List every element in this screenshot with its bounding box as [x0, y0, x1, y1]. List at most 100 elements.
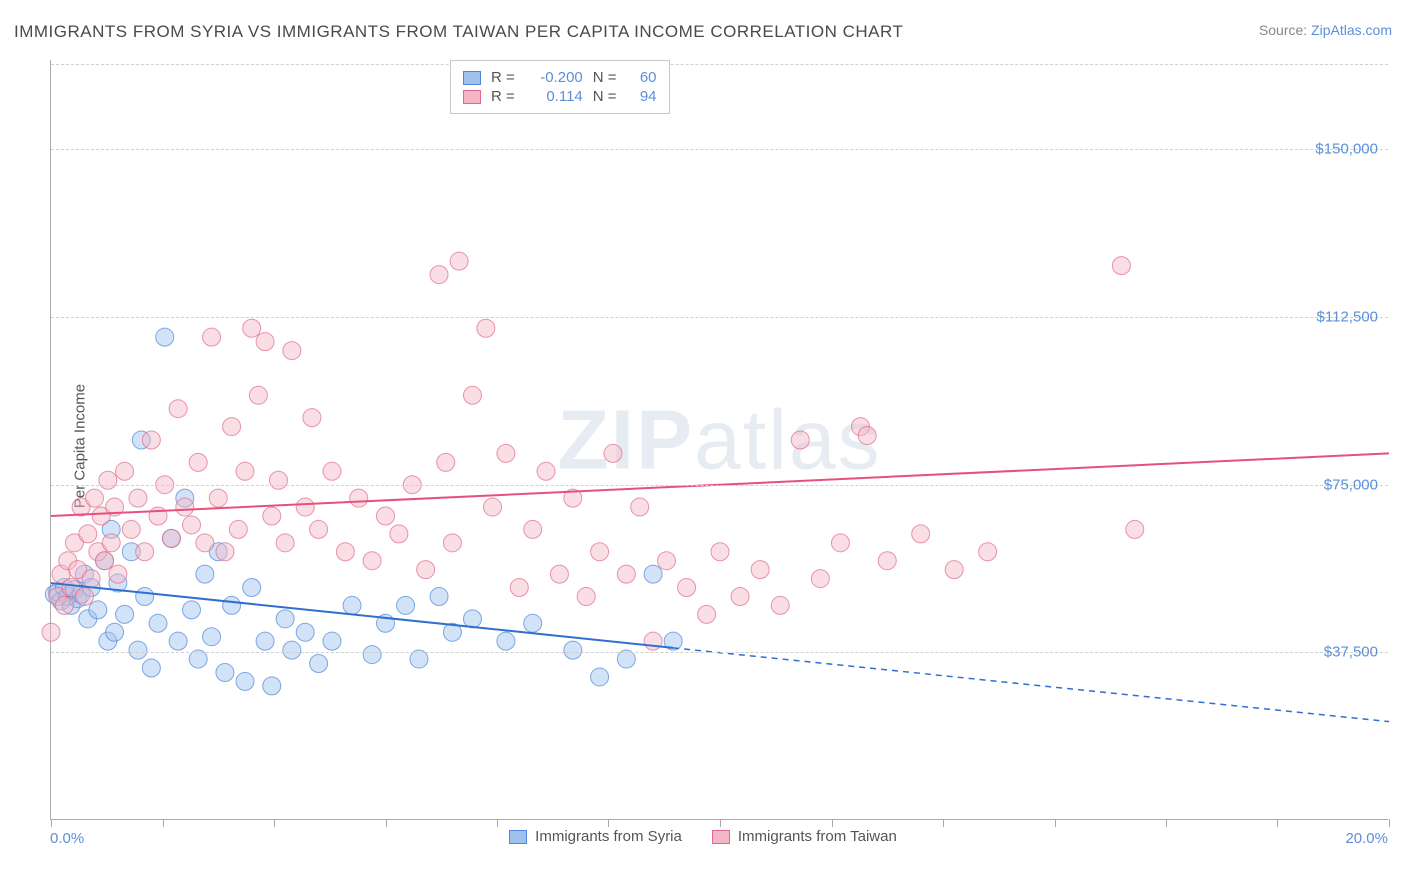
data-point-taiwan	[336, 543, 354, 561]
data-point-taiwan	[644, 632, 662, 650]
series-legend: Immigrants from Syria Immigrants from Ta…	[0, 828, 1406, 845]
data-point-taiwan	[510, 579, 528, 597]
data-point-syria	[182, 601, 200, 619]
data-point-syria	[136, 587, 154, 605]
data-point-taiwan	[203, 328, 221, 346]
gridline	[51, 485, 1388, 486]
data-point-taiwan	[263, 507, 281, 525]
swatch-taiwan	[463, 90, 481, 104]
y-tick-label: $112,500	[1317, 309, 1378, 326]
data-point-syria	[283, 641, 301, 659]
data-point-taiwan	[577, 587, 595, 605]
data-point-taiwan	[310, 520, 328, 538]
x-tick	[1055, 819, 1056, 827]
data-point-taiwan	[831, 534, 849, 552]
data-point-taiwan	[484, 498, 502, 516]
data-point-taiwan	[1112, 257, 1130, 275]
y-tick-label: $75,000	[1324, 476, 1378, 493]
data-point-syria	[276, 610, 294, 628]
data-point-taiwan	[350, 489, 368, 507]
x-tick	[386, 819, 387, 827]
data-point-syria	[591, 668, 609, 686]
n-label: N =	[593, 88, 617, 105]
data-point-taiwan	[417, 561, 435, 579]
x-tick	[943, 819, 944, 827]
gridline	[51, 317, 1388, 318]
source-link[interactable]: ZipAtlas.com	[1311, 22, 1392, 38]
data-point-taiwan	[102, 534, 120, 552]
data-point-syria	[142, 659, 160, 677]
swatch-syria-b	[509, 830, 527, 844]
data-point-taiwan	[189, 453, 207, 471]
n-label: N =	[593, 69, 617, 86]
x-tick	[163, 819, 164, 827]
data-point-taiwan	[182, 516, 200, 534]
data-point-taiwan	[229, 520, 247, 538]
x-tick	[1277, 819, 1278, 827]
data-point-syria	[216, 663, 234, 681]
data-point-taiwan	[269, 471, 287, 489]
r-value-taiwan: 0.114	[525, 88, 583, 105]
data-point-taiwan	[136, 543, 154, 561]
data-point-syria	[310, 655, 328, 673]
data-point-taiwan	[142, 431, 160, 449]
data-point-taiwan	[42, 623, 60, 641]
x-tick	[832, 819, 833, 827]
data-point-syria	[223, 596, 241, 614]
data-point-taiwan	[430, 266, 448, 284]
x-tick	[1389, 819, 1390, 827]
data-point-syria	[196, 565, 214, 583]
legend-label-taiwan: Immigrants from Taiwan	[738, 828, 897, 845]
r-label: R =	[491, 88, 515, 105]
gridline	[51, 149, 1388, 150]
y-tick-label: $150,000	[1315, 141, 1378, 158]
data-point-taiwan	[711, 543, 729, 561]
data-point-taiwan	[979, 543, 997, 561]
data-point-syria	[524, 614, 542, 632]
data-point-taiwan	[196, 534, 214, 552]
data-point-syria	[106, 623, 124, 641]
data-point-taiwan	[537, 462, 555, 480]
data-point-taiwan	[276, 534, 294, 552]
data-point-syria	[203, 628, 221, 646]
data-point-taiwan	[524, 520, 542, 538]
source-attribution: Source: ZipAtlas.com	[1259, 22, 1392, 38]
data-point-syria	[363, 646, 381, 664]
data-point-syria	[116, 605, 134, 623]
data-point-taiwan	[162, 529, 180, 547]
n-value-syria: 60	[627, 69, 657, 86]
data-point-syria	[256, 632, 274, 650]
chart-title: IMMIGRANTS FROM SYRIA VS IMMIGRANTS FROM…	[14, 22, 903, 42]
data-point-syria	[129, 641, 147, 659]
data-point-taiwan	[377, 507, 395, 525]
plot-area: ZIPatlas $37,500$75,000$112,500$150,000	[50, 60, 1388, 820]
data-point-syria	[397, 596, 415, 614]
data-point-taiwan	[169, 400, 187, 418]
data-point-syria	[89, 601, 107, 619]
data-point-taiwan	[223, 418, 241, 436]
data-point-syria	[156, 328, 174, 346]
data-point-taiwan	[129, 489, 147, 507]
data-point-taiwan	[216, 543, 234, 561]
data-point-taiwan	[617, 565, 635, 583]
data-point-taiwan	[771, 596, 789, 614]
r-label: R =	[491, 69, 515, 86]
legend-item-syria: Immigrants from Syria	[509, 828, 682, 845]
data-point-taiwan	[443, 534, 461, 552]
trend-line-dashed-syria	[673, 648, 1389, 722]
x-tick	[51, 819, 52, 827]
data-point-taiwan	[390, 525, 408, 543]
data-point-taiwan	[256, 333, 274, 351]
gridline	[51, 64, 1388, 65]
data-point-syria	[263, 677, 281, 695]
data-point-taiwan	[82, 570, 100, 588]
legend-label-syria: Immigrants from Syria	[535, 828, 682, 845]
data-point-syria	[463, 610, 481, 628]
data-point-taiwan	[296, 498, 314, 516]
data-point-taiwan	[463, 386, 481, 404]
data-point-syria	[323, 632, 341, 650]
data-point-taiwan	[209, 489, 227, 507]
data-point-syria	[564, 641, 582, 659]
data-point-taiwan	[363, 552, 381, 570]
data-point-taiwan	[96, 552, 114, 570]
